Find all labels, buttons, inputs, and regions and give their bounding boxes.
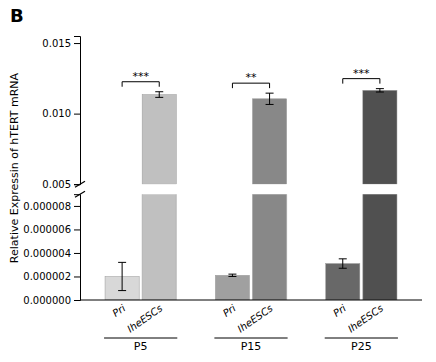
significance-label: ***: [132, 70, 149, 83]
bar-label: IheESCs: [346, 302, 385, 334]
error-bar-line: [155, 97, 163, 98]
bar: [215, 275, 249, 300]
significance-label: **: [246, 71, 258, 84]
y-axis-title: Relative Expressin of hTERT mRNA: [8, 72, 21, 263]
error-bar-line: [269, 93, 270, 104]
tick: 0.000004: [23, 248, 80, 259]
error-bar: [118, 262, 126, 290]
tick-label: 0.000006: [23, 224, 71, 235]
x-axis-line: [80, 300, 422, 301]
bar-label: Pri: [110, 302, 127, 319]
tick: 0.000002: [23, 271, 80, 282]
error-bar-line: [266, 104, 274, 105]
y-axis-line: [74, 195, 81, 301]
error-bar-line: [339, 258, 347, 259]
error-bar: [339, 259, 347, 268]
error-bar-line: [342, 259, 343, 268]
bar-label: IheESCs: [235, 302, 274, 334]
error-bar: [376, 89, 384, 92]
tick-label: 0.015: [42, 38, 71, 49]
group-underline: [214, 338, 287, 339]
error-bar-line: [379, 89, 380, 92]
plot-area: [142, 89, 397, 185]
bar-label: IheESCs: [125, 302, 164, 334]
error-bar-line: [376, 88, 384, 89]
error-bar-line: [266, 93, 274, 94]
y-axis: 0.000000 0.000002 0.000004 0.000006 0.000008: [23, 195, 80, 306]
axis-break: [75, 191, 85, 197]
bar: [363, 194, 397, 300]
group-label: P25: [351, 340, 372, 353]
axis-break: [75, 181, 85, 187]
error-bar-line: [376, 92, 384, 93]
panel: 0.000000 0.000002 0.000004 0.000006 0.000008: [23, 0, 422, 306]
error-bar-line: [228, 276, 236, 277]
tick: 0.005: [42, 179, 80, 190]
tick: 0.000006: [23, 224, 80, 235]
group-label: P5: [134, 340, 148, 353]
group-label: P15: [241, 340, 262, 353]
group-underline: [325, 338, 398, 339]
tick-label: 0.000002: [23, 271, 71, 282]
significance-label: ***: [353, 67, 370, 80]
error-bar: [228, 274, 236, 276]
bar: [142, 194, 176, 300]
bar: [326, 264, 360, 300]
tick: 0.015: [42, 38, 80, 49]
tick-mark: [74, 43, 80, 44]
error-bar: [155, 92, 163, 98]
bar: [252, 194, 286, 300]
tick-mark: [74, 229, 80, 230]
error-bar-line: [155, 91, 163, 92]
error-bar-line: [228, 274, 236, 275]
bar-label: Pri: [331, 302, 348, 319]
bar-label: Pri: [221, 302, 238, 319]
y-axis-line: [74, 37, 81, 185]
tick-mark: [74, 114, 80, 115]
tick-mark: [74, 300, 80, 301]
tick-label: 0.010: [42, 108, 71, 119]
error-bar-line: [122, 262, 123, 290]
tick-label: 0.000004: [23, 248, 71, 259]
tick-label: 0.005: [42, 179, 71, 190]
y-axis: 0.005 0.010 0.015: [42, 37, 80, 190]
title: B: [10, 5, 24, 26]
tick-mark: [74, 276, 80, 277]
error-bar-line: [159, 92, 160, 98]
plot-area: [105, 194, 397, 300]
error-bar: [266, 93, 274, 104]
error-bar-line: [118, 262, 126, 263]
error-bar-line: [339, 268, 347, 269]
chart: 0.0050.0100.015********0.0000000.0000020…: [0, 0, 436, 362]
tick: 0.010: [42, 108, 80, 119]
tick: 0.000000: [23, 295, 80, 306]
x-labels: PriIheESCsP5PriIheESCsP15PriIheESCsP25: [104, 302, 398, 352]
group-underline: [104, 338, 177, 339]
bar: [142, 95, 176, 185]
bar: [252, 99, 286, 184]
panel: 0.0050.0100.015********: [42, 37, 397, 190]
tick-mark: [74, 206, 80, 207]
tick: 0.000008: [23, 201, 80, 212]
bar: [363, 90, 397, 184]
tick-label: 0.000000: [23, 295, 71, 306]
tick-label: 0.000008: [23, 201, 71, 212]
tick-mark: [74, 253, 80, 254]
error-bar-line: [118, 290, 126, 291]
